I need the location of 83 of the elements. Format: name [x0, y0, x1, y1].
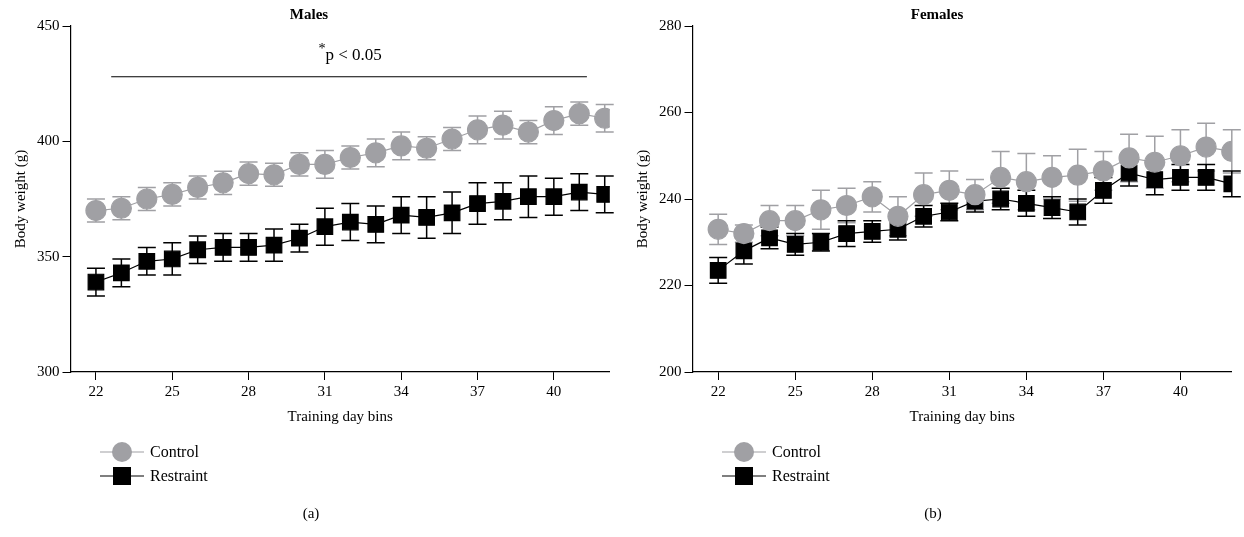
point — [138, 252, 156, 270]
point — [913, 184, 935, 206]
y-tick-label: 260 — [659, 103, 682, 120]
point — [265, 236, 283, 254]
point — [990, 166, 1012, 188]
point — [367, 216, 385, 233]
annotation: $^{*}$p < 0.05 — [318, 40, 382, 65]
y-tick-label: 350 — [37, 247, 60, 264]
x-tick-label: 37 — [470, 382, 486, 399]
point — [341, 213, 359, 231]
point — [784, 210, 806, 232]
x-tick-label: 31 — [317, 382, 333, 399]
point — [1172, 169, 1189, 186]
point — [1118, 147, 1140, 169]
legend-label: Restraint — [150, 467, 208, 485]
x-tick-label: 25 — [164, 382, 180, 399]
y-tick-label: 220 — [659, 276, 682, 293]
x-axis-title: Training day bins — [909, 407, 1015, 424]
text: (a) — [301, 505, 321, 522]
point — [520, 188, 537, 206]
point — [240, 239, 257, 256]
point — [469, 195, 486, 212]
x-axis-title: Training day bins — [287, 407, 393, 424]
point — [861, 186, 883, 208]
point — [443, 204, 461, 222]
point — [887, 205, 909, 227]
x-tick-label: 40 — [1172, 382, 1188, 399]
x-tick-label: 28 — [241, 382, 257, 399]
chart-title: Females — [910, 5, 964, 22]
x-tick-label: 37 — [1095, 382, 1112, 399]
point — [709, 261, 727, 279]
x-tick-label: 31 — [941, 382, 957, 399]
point — [758, 210, 781, 232]
x-tick-label: 22 — [88, 382, 104, 399]
point — [810, 199, 832, 221]
point — [316, 218, 334, 236]
point — [1169, 145, 1192, 167]
y-tick-label: 240 — [659, 189, 682, 206]
y-axis-title: Body weight (g) — [11, 149, 29, 249]
point — [418, 209, 436, 226]
point — [835, 194, 858, 217]
point — [545, 188, 563, 206]
point — [1195, 136, 1217, 158]
point — [707, 218, 729, 240]
point — [938, 179, 960, 201]
point — [570, 183, 588, 201]
y-tick-label: 280 — [659, 16, 682, 33]
y-tick-label: 200 — [659, 362, 682, 379]
x-tick-label: 34 — [393, 382, 410, 399]
point — [113, 264, 130, 282]
x-tick-label: 22 — [710, 382, 726, 399]
point — [1095, 181, 1112, 199]
x-tick-label: 28 — [864, 382, 880, 399]
point — [1015, 171, 1037, 193]
point — [291, 229, 308, 247]
point — [392, 206, 410, 224]
point — [1067, 164, 1089, 186]
legend-label: Control — [772, 443, 821, 461]
point — [1041, 166, 1063, 188]
point — [214, 239, 232, 256]
point — [1017, 194, 1035, 212]
x-tick-label: 34 — [1018, 382, 1035, 399]
point — [189, 241, 207, 259]
y-axis-title: Body weight (g) — [633, 149, 651, 249]
point — [87, 273, 105, 291]
x-tick-label: 25 — [787, 382, 803, 399]
y-tick-label: 450 — [37, 16, 60, 33]
point — [1197, 169, 1215, 186]
point — [163, 250, 181, 268]
point — [1069, 203, 1087, 221]
point — [735, 242, 753, 260]
x-tick-label: 40 — [546, 382, 562, 399]
text: (b) — [923, 505, 943, 522]
point — [1144, 151, 1166, 173]
y-tick-label: 300 — [37, 362, 60, 379]
legend-label: Restraint — [772, 467, 830, 485]
legend-label: Control — [150, 443, 199, 461]
point — [494, 192, 512, 210]
point — [1146, 171, 1164, 188]
y-tick-label: 400 — [37, 132, 60, 149]
point — [838, 225, 855, 242]
point — [1092, 160, 1114, 182]
chart-title: Males — [289, 5, 329, 22]
